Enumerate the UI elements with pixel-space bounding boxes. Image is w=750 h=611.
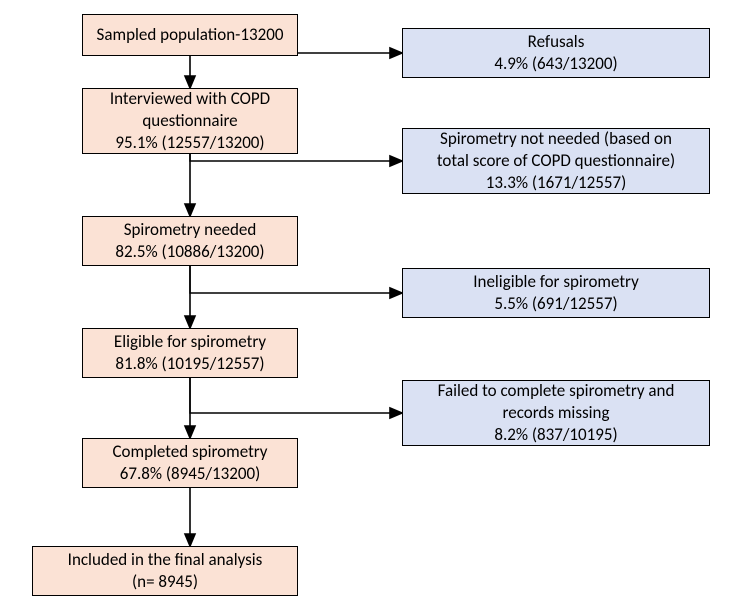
node-spiro-need: Spirometry needed82.5% (10886/13200) [82,216,298,266]
node-label: 95.1% (12557/13200) [115,132,264,154]
node-not-needed: Spirometry not needed (based ontotal sco… [402,128,710,194]
node-label: Interviewed with COPD [110,88,270,110]
node-sampled: Sampled population-13200 [82,14,298,56]
node-ineligible: Ineligible for spirometry5.5% (691/12557… [402,268,710,318]
node-label: records missing [503,402,610,424]
node-failed: Failed to complete spirometry andrecords… [402,380,710,446]
node-label: Eligible for spirometry [114,331,266,353]
node-completed: Completed spirometry67.8% (8945/13200) [82,438,298,488]
node-label: 5.5% (691/12557) [494,293,617,315]
node-label: Completed spirometry [112,441,267,463]
node-label: total score of COPD questionnaire) [437,150,675,172]
node-label: 13.3% (1671/12557) [486,172,627,194]
node-label: 82.5% (10886/13200) [115,241,264,263]
node-label: Spirometry needed [124,219,257,241]
node-label: questionnaire [142,110,237,132]
node-eligible: Eligible for spirometry81.8% (10195/1255… [82,328,298,378]
node-label: 81.8% (10195/12557) [115,353,264,375]
node-label: Refusals [528,31,585,53]
node-final: Included in the final analysis(n= 8945) [32,546,298,596]
node-label: 4.9% (643/13200) [494,53,617,75]
node-label: Ineligible for spirometry [473,271,639,293]
node-label: Included in the final analysis [68,549,263,571]
node-label: (n= 8945) [132,571,198,593]
node-refusals: Refusals4.9% (643/13200) [402,28,710,78]
node-label: Spirometry not needed (based on [440,128,672,150]
node-label: Sampled population-13200 [97,24,284,46]
node-interviewed: Interviewed with COPDquestionnaire95.1% … [82,88,298,154]
node-label: Failed to complete spirometry and [438,380,675,402]
node-label: 8.2% (837/10195) [494,424,617,446]
node-label: 67.8% (8945/13200) [120,463,261,485]
